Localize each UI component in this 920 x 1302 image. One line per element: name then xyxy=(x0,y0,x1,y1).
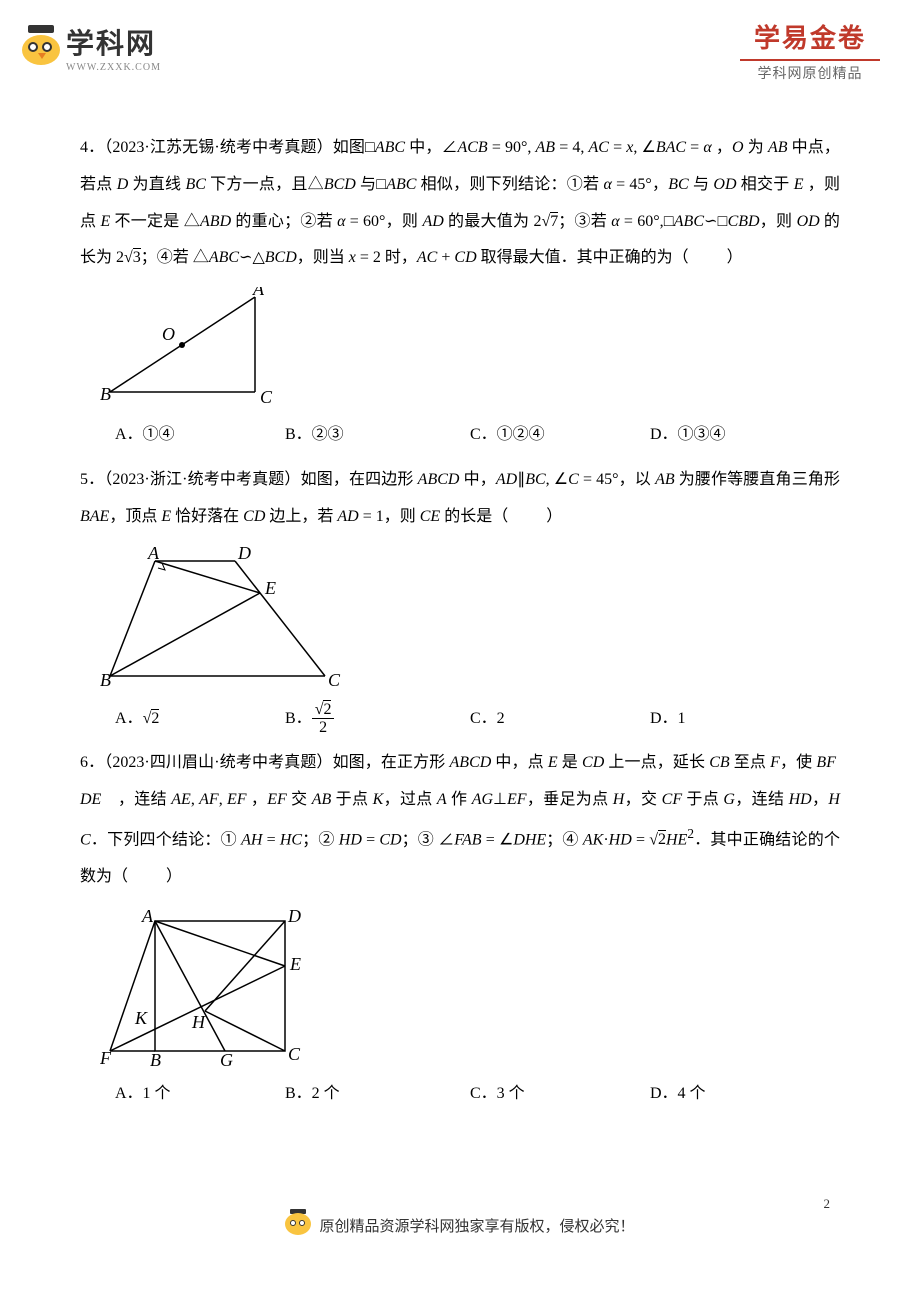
problem-6-stem: 6．（2023·四川眉山·统考中考真题）如图，在正方形 ABCD 中，点 E 是… xyxy=(80,745,840,896)
q4-option-c: C．①②④ xyxy=(470,417,650,454)
q6-source: （2023·四川眉山·统考中考真题） xyxy=(104,754,332,771)
problem-4-options: A．①④ B．②③ C．①②④ D．①③④ xyxy=(80,417,840,454)
owl-icon xyxy=(20,27,62,69)
problem-4-stem: 4．（2023·江苏无锡·统考中考真题）如图□ABC 中，∠ACB = 90°,… xyxy=(80,130,840,277)
diagram6-label-d: D xyxy=(287,906,301,926)
problem-5-options: A．√2 B．√22 C．2 D．1 xyxy=(80,701,840,738)
q4-source: （2023·江苏无锡·统考中考真题） xyxy=(104,139,333,156)
diagram6-label-h: H xyxy=(191,1012,206,1032)
problem-4-diagram: A O B C xyxy=(100,287,840,407)
page-footer: 原创精品资源学科网独家享有版权，侵权必究！ xyxy=(0,1213,920,1242)
brand-text: 学易金卷 xyxy=(740,18,880,57)
diagram5-label-b: B xyxy=(100,670,111,690)
q4-option-a: A．①④ xyxy=(115,417,285,454)
footer-owl-icon xyxy=(285,1213,313,1237)
page-header: 学科网 WWW.ZXXK.COM 学易金卷 学科网原创精品 xyxy=(0,0,920,95)
q5-number: 5． xyxy=(80,471,104,488)
q6-option-c: C．3 个 xyxy=(470,1076,650,1113)
q5-source: （2023·浙江·统考中考真题） xyxy=(104,471,300,488)
diagram6-label-f: F xyxy=(100,1048,112,1066)
q4-option-d: D．①③④ xyxy=(650,417,726,454)
diagram-label-c: C xyxy=(260,387,273,407)
problem-6: 6．（2023·四川眉山·统考中考真题）如图，在正方形 ABCD 中，点 E 是… xyxy=(80,745,840,1112)
q4-number: 4． xyxy=(80,139,104,156)
diagram-label-o: O xyxy=(162,324,175,344)
logo-right: 学易金卷 学科网原创精品 xyxy=(740,18,880,83)
diagram6-label-c: C xyxy=(288,1044,301,1064)
logo-left: 学科网 WWW.ZXXK.COM xyxy=(20,22,161,73)
diagram6-label-b: B xyxy=(150,1050,161,1066)
diagram5-label-c: C xyxy=(328,670,341,690)
diagram6-label-e: E xyxy=(289,954,301,974)
problem-4: 4．（2023·江苏无锡·统考中考真题）如图□ABC 中，∠ACB = 90°,… xyxy=(80,130,840,454)
q5-option-d: D．1 xyxy=(650,701,686,738)
problem-6-diagram: A D E K H F B G C xyxy=(100,906,840,1066)
diagram6-label-k: K xyxy=(134,1008,148,1028)
brand-divider xyxy=(740,59,880,61)
problem-5-stem: 5．（2023·浙江·统考中考真题）如图，在四边形 ABCD 中，AD∥BC, … xyxy=(80,462,840,536)
q5-option-b: B．√22 xyxy=(285,701,470,738)
logo-sub-text: WWW.ZXXK.COM xyxy=(66,62,161,73)
diagram-label-a: A xyxy=(252,287,265,299)
diagram5-label-d: D xyxy=(237,546,251,563)
page-number: 2 xyxy=(824,1196,831,1212)
logo-main-text: 学科网 xyxy=(66,22,161,62)
footer-text: 原创精品资源学科网独家享有版权，侵权必究！ xyxy=(319,1215,634,1236)
q6-option-d: D．4 个 xyxy=(650,1076,706,1113)
problem-6-options: A．1 个 B．2 个 C．3 个 D．4 个 xyxy=(80,1076,840,1113)
diagram5-label-e: E xyxy=(264,578,276,598)
q4-option-b: B．②③ xyxy=(285,417,470,454)
diagram-label-b: B xyxy=(100,384,111,404)
diagram5-label-a: A xyxy=(147,546,160,563)
q6-option-a: A．1 个 xyxy=(115,1076,285,1113)
problem-5: 5．（2023·浙江·统考中考真题）如图，在四边形 ABCD 中，AD∥BC, … xyxy=(80,462,840,737)
page-content: 4．（2023·江苏无锡·统考中考真题）如图□ABC 中，∠ACB = 90°,… xyxy=(0,95,920,1113)
q5-option-c: C．2 xyxy=(470,701,650,738)
q6-number: 6． xyxy=(80,754,104,771)
brand-tagline: 学科网原创精品 xyxy=(740,63,880,83)
diagram6-label-g: G xyxy=(220,1050,233,1066)
diagram6-label-a: A xyxy=(141,906,154,926)
problem-5-diagram: A D E B C xyxy=(100,546,840,691)
q5-option-a: A．√2 xyxy=(115,701,285,738)
q6-option-b: B．2 个 xyxy=(285,1076,470,1113)
